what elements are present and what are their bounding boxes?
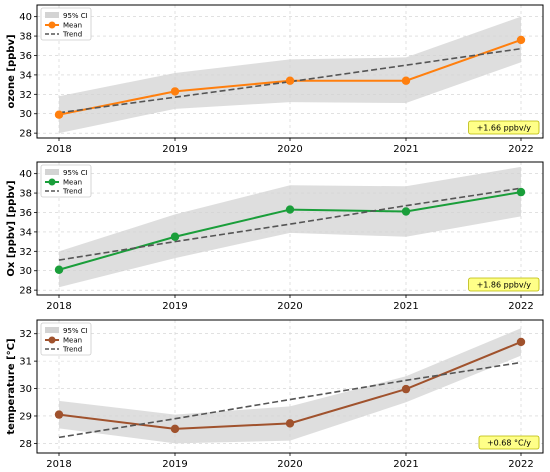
y-tick-label: 30 xyxy=(19,109,32,120)
y-axis-label: temperature [°C] xyxy=(6,338,17,434)
trend-annotation-box xyxy=(468,277,540,292)
y-axis-label: Ox [ppbv] [ppbv] xyxy=(6,180,17,276)
legend-label: Trend xyxy=(62,188,82,196)
trend-line xyxy=(58,361,522,439)
y-tick-label: 30 xyxy=(19,384,32,395)
legend-ci-swatch xyxy=(45,169,59,175)
legend-mean-marker xyxy=(48,21,56,29)
x-tick-label: 2019 xyxy=(162,459,187,470)
y-tick-label: 32 xyxy=(19,90,32,101)
mean-point xyxy=(516,337,526,347)
y-tick-label: 28 xyxy=(19,286,32,297)
y-tick-label: 30 xyxy=(19,266,32,277)
mean-point xyxy=(401,207,411,216)
x-tick-label: 2020 xyxy=(277,144,302,155)
y-tick-label: 38 xyxy=(19,32,32,43)
legend-label: Mean xyxy=(63,337,82,345)
panel-3: 28 29 30 31 32 2018 2019 2020 2021 2022 temperatur… xyxy=(6,319,544,470)
y-tick-label: 32 xyxy=(19,247,32,258)
ci-band xyxy=(59,16,521,134)
trend-annotation-box xyxy=(468,120,540,135)
x-tick-label: 2018 xyxy=(46,144,71,155)
x-tick-label: 2020 xyxy=(277,459,302,470)
mean-point xyxy=(54,110,64,119)
y-tick-label: 28 xyxy=(19,129,32,140)
y-tick-label: 34 xyxy=(19,70,32,81)
x-tick-label: 2022 xyxy=(508,459,533,470)
legend-mean-marker xyxy=(48,336,56,344)
y-tick-label: 40 xyxy=(19,12,32,23)
y-tick-label: 38 xyxy=(19,189,32,200)
legend-ci-swatch xyxy=(45,327,59,333)
trend-line xyxy=(58,187,522,261)
mean-point xyxy=(401,76,411,85)
y-tick-label: 29 xyxy=(19,411,32,422)
x-tick-label: 2021 xyxy=(393,301,418,312)
x-tick-label: 2022 xyxy=(508,144,533,155)
legend-mean-marker xyxy=(48,178,56,186)
legend-label: 95% CI xyxy=(63,169,88,177)
legend-label: Mean xyxy=(63,22,82,30)
legend-label: Mean xyxy=(63,179,82,187)
x-tick-label: 2019 xyxy=(162,301,187,312)
y-tick-label: 32 xyxy=(19,329,32,340)
mean-point xyxy=(54,410,64,419)
x-tick-label: 2020 xyxy=(277,301,302,312)
y-tick-label: 28 xyxy=(19,439,32,450)
trend-annotation: +0.68 °C/y xyxy=(487,439,531,448)
y-tick-label: 40 xyxy=(19,169,32,180)
ci-band xyxy=(59,328,521,444)
ci-band xyxy=(59,166,521,288)
mean-point xyxy=(170,232,180,241)
panel-2: 28 30 32 34 36 38 40 2018 2019 2020 2021 2022 Ox [pp… xyxy=(6,161,544,312)
y-tick-label: 34 xyxy=(19,227,32,238)
x-tick-label: 2021 xyxy=(393,144,418,155)
legend-ci-swatch xyxy=(45,12,59,18)
panel-1: 28 30 32 34 36 38 40 2018 2019 2020 2021 2022 ozone … xyxy=(6,4,544,155)
x-tick-label: 2019 xyxy=(162,144,187,155)
y-axis-label: ozone [ppbv] xyxy=(6,34,17,108)
y-tick-label: 31 xyxy=(19,357,32,368)
legend-label: 95% CI xyxy=(63,12,88,20)
mean-point xyxy=(516,187,526,197)
mean-point xyxy=(170,87,180,96)
legend-label: Trend xyxy=(62,346,82,354)
mean-point xyxy=(170,424,180,434)
x-tick-label: 2018 xyxy=(46,459,71,470)
trend-annotation-box xyxy=(478,435,540,450)
mean-point xyxy=(54,265,64,274)
y-tick-label: 36 xyxy=(19,208,32,219)
trend-line xyxy=(58,47,522,114)
mean-point xyxy=(285,76,295,85)
trend-annotation: +1.66 ppbv/y xyxy=(477,124,532,133)
legend-label: 95% CI xyxy=(63,327,88,335)
mean-point xyxy=(516,35,526,45)
legend-label: Trend xyxy=(62,31,82,39)
mean-point xyxy=(285,205,295,214)
x-tick-label: 2018 xyxy=(46,301,71,312)
trend-annotation: +1.86 ppbv/y xyxy=(477,281,532,290)
x-tick-label: 2021 xyxy=(393,459,418,470)
mean-point xyxy=(401,384,411,394)
y-tick-label: 36 xyxy=(19,51,32,62)
x-tick-label: 2022 xyxy=(508,301,533,312)
mean-point xyxy=(285,419,295,428)
